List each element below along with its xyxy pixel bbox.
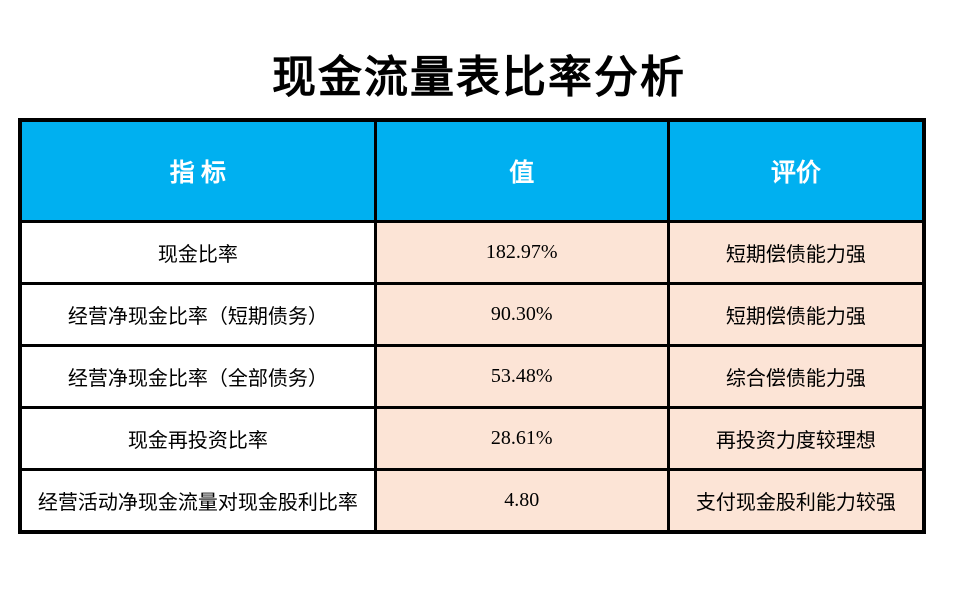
- value-cell: 53.48%: [373, 344, 670, 409]
- table-row: 经营活动净现金流量对现金股利比率 4.80 支付现金股利能力较强: [18, 468, 926, 534]
- evaluation-cell: 短期偿债能力强: [666, 282, 926, 347]
- table-row: 经营净现金比率（全部债务） 53.48% 综合偿债能力强: [18, 344, 926, 409]
- table-row: 现金比率 182.97% 短期偿债能力强: [18, 220, 926, 285]
- indicator-cell: 经营净现金比率（短期债务）: [18, 282, 377, 347]
- indicator-cell: 现金再投资比率: [18, 406, 377, 471]
- column-header-indicator: 指 标: [18, 118, 377, 223]
- table-body: 现金比率 182.97% 短期偿债能力强 经营净现金比率（短期债务） 90.30% 短期偿…: [18, 220, 926, 534]
- column-header-value: 值: [373, 118, 670, 223]
- evaluation-cell: 支付现金股利能力较强: [666, 468, 926, 534]
- value-cell: 90.30%: [373, 282, 670, 347]
- table-header-row: 指 标 值 评价: [18, 118, 926, 223]
- value-cell: 28.61%: [373, 406, 670, 471]
- evaluation-cell: 综合偿债能力强: [666, 344, 926, 409]
- page-title: 现金流量表比率分析: [272, 53, 686, 103]
- ratio-analysis-table: 指 标 值 评价 现金比率 182.97% 短期偿债能力强 经营净现金比率（短期债务）…: [18, 118, 926, 534]
- indicator-cell: 现金比率: [18, 220, 377, 285]
- column-header-evaluation: 评价: [666, 118, 926, 223]
- table-row: 经营净现金比率（短期债务） 90.30% 短期偿债能力强: [18, 282, 926, 347]
- value-cell: 4.80: [373, 468, 670, 534]
- value-cell: 182.97%: [373, 220, 670, 285]
- evaluation-cell: 再投资力度较理想: [666, 406, 926, 471]
- evaluation-cell: 短期偿债能力强: [666, 220, 926, 285]
- indicator-cell: 经营净现金比率（全部债务）: [18, 344, 377, 409]
- table-row: 现金再投资比率 28.61% 再投资力度较理想: [18, 406, 926, 471]
- indicator-cell: 经营活动净现金流量对现金股利比率: [18, 468, 377, 534]
